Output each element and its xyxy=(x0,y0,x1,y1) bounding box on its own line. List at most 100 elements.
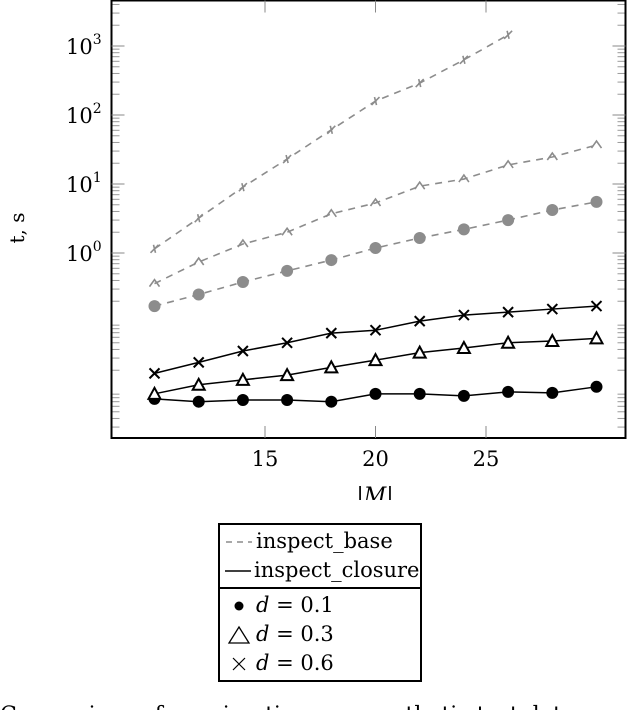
series-inspect_base-d0.3 xyxy=(148,139,603,288)
y-axis-label: t, s xyxy=(5,212,29,243)
x-tick-label: 25 xyxy=(473,447,500,471)
data-point xyxy=(500,334,516,349)
series-inspect_base-d0.1 xyxy=(148,195,603,313)
data-point xyxy=(325,327,338,339)
data-point xyxy=(237,238,249,248)
data-point xyxy=(546,386,559,399)
data-point xyxy=(369,242,382,255)
legend-var: d xyxy=(256,651,270,675)
dashed-line-icon xyxy=(224,537,254,547)
data-point xyxy=(370,96,381,106)
data-point xyxy=(237,345,249,357)
y-tick-label: 101 xyxy=(66,170,102,197)
data-point xyxy=(456,339,472,354)
data-point xyxy=(325,208,337,218)
data-point xyxy=(193,256,205,266)
chart: 15 20 25 100 101 102 103 |M| t, s xyxy=(5,0,627,500)
data-point xyxy=(238,182,248,192)
data-point xyxy=(148,300,161,313)
data-point xyxy=(459,55,469,65)
data-point xyxy=(544,332,560,348)
data-point xyxy=(281,226,293,236)
x-axis-ticks: 15 20 25 xyxy=(252,0,500,471)
data-point xyxy=(369,324,382,336)
legend-value: = 0.6 xyxy=(269,651,334,675)
data-point xyxy=(192,288,205,301)
caption-text: Comparison of running times on synthetic… xyxy=(0,701,640,710)
data-point xyxy=(546,303,559,315)
data-point xyxy=(192,356,205,369)
data-point xyxy=(326,125,336,135)
data-point xyxy=(279,367,295,382)
y-minor-ticks xyxy=(111,3,626,428)
series-inspect_closure-d0.1 xyxy=(148,380,603,408)
data-point xyxy=(146,385,163,400)
figure-caption: Comparison of running times on synthetic… xyxy=(0,697,640,710)
data-point xyxy=(457,389,470,402)
series-layer xyxy=(146,30,605,408)
data-point xyxy=(413,315,426,327)
data-point xyxy=(457,223,470,236)
legend-densities: d = 0.1 d = 0.3 d = 0.6 xyxy=(220,587,420,680)
data-point xyxy=(191,376,207,391)
y-axis-ticks: 100 101 102 103 xyxy=(66,32,626,266)
y-tick-label: 103 xyxy=(66,32,102,59)
legend-methods: inspect_base inspect_closure xyxy=(220,525,420,587)
data-point xyxy=(235,371,251,386)
triangle-icon xyxy=(224,625,254,645)
legend-value: = 0.1 xyxy=(269,593,334,617)
data-point xyxy=(413,231,426,244)
data-point xyxy=(588,330,605,345)
data-point xyxy=(367,352,384,367)
data-point xyxy=(369,197,382,207)
data-point xyxy=(590,139,603,149)
data-point xyxy=(590,300,603,312)
data-point xyxy=(325,395,338,408)
legend-item-d-0.3: d = 0.3 xyxy=(224,620,416,649)
legend-label: inspect_closure xyxy=(254,558,420,582)
data-point xyxy=(281,264,294,277)
data-point xyxy=(413,387,426,400)
legend-value: = 0.3 xyxy=(269,622,334,646)
series-inspect_base-d0.6 xyxy=(149,30,513,254)
data-point xyxy=(502,159,514,169)
filled-circle-icon xyxy=(224,599,254,613)
data-point xyxy=(281,337,293,349)
x-tick-label: 20 xyxy=(362,447,389,471)
data-point xyxy=(323,359,339,374)
data-point xyxy=(369,387,382,400)
data-point xyxy=(282,154,292,164)
legend-var: d xyxy=(256,593,270,617)
legend-var: d xyxy=(256,622,270,646)
plot-frame xyxy=(110,0,627,439)
series-inspect_closure-d0.6 xyxy=(148,300,603,380)
data-point xyxy=(458,173,470,183)
legend-item-inspect-base: inspect_base xyxy=(224,527,416,556)
legend-label: inspect_base xyxy=(256,529,393,553)
data-point xyxy=(149,244,160,254)
y-tick-label: 100 xyxy=(66,239,102,266)
data-point xyxy=(325,254,338,267)
data-point xyxy=(590,195,603,208)
y-tick-label: 102 xyxy=(66,101,102,128)
data-point xyxy=(458,309,470,321)
x-axis-label: |M| xyxy=(356,484,393,500)
data-point xyxy=(502,306,514,318)
data-point xyxy=(236,394,249,407)
solid-line-icon xyxy=(224,566,252,576)
legend-item-d-0.6: d = 0.6 xyxy=(224,649,416,678)
data-point xyxy=(546,151,558,161)
data-point xyxy=(590,380,603,393)
data-point xyxy=(415,78,425,88)
data-point xyxy=(546,203,559,216)
data-point xyxy=(236,275,249,288)
x-tick-label: 15 xyxy=(252,447,279,471)
legend: inspect_base inspect_closure d = 0.1 d =… xyxy=(218,523,422,682)
data-point xyxy=(502,214,515,227)
data-point xyxy=(194,213,204,223)
legend-item-inspect-closure: inspect_closure xyxy=(224,556,420,585)
data-point xyxy=(412,344,428,359)
data-point xyxy=(148,367,161,380)
data-point xyxy=(503,30,513,40)
data-point xyxy=(148,278,161,288)
